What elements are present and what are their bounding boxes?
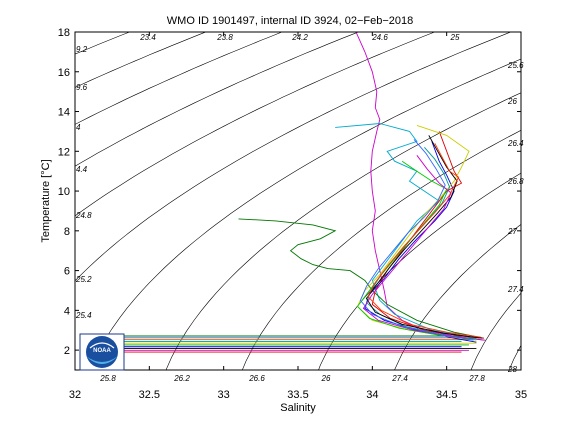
x-tick-label: 33.5 [287, 389, 308, 401]
y-axis-ticks: 2 4 6 8 10 12 14 16 18 [58, 27, 521, 357]
contour-label-left: 9.2 [76, 45, 88, 54]
contour-label-top: 23.4 [139, 33, 156, 42]
density-contour-line [75, 32, 207, 88]
x-tick-label: 32.5 [139, 389, 160, 401]
contour-label-right: 26.4 [507, 139, 524, 148]
y-tick-label: 18 [58, 27, 70, 39]
contour-label-left: 25.4 [75, 311, 92, 320]
chart-title: WMO ID 1901497, internal ID 3924, 02−Feb… [167, 15, 413, 27]
y-tick-label: 12 [58, 146, 70, 158]
x-axis-ticks: 32 32.5 33 33.5 34 34.5 35 [69, 32, 527, 401]
y-tick-label: 4 [64, 305, 70, 317]
y-tick-label: 6 [64, 266, 70, 278]
x-tick-label: 34.5 [436, 389, 457, 401]
y-tick-label: 8 [64, 226, 70, 238]
contour-label-right: 26 [507, 97, 517, 106]
contour-label-top: 24.6 [371, 33, 388, 42]
contour-label-left: 9.6 [76, 83, 88, 92]
contour-label-top: 23.8 [216, 33, 233, 42]
x-tick-label: 33 [218, 389, 230, 401]
noaa-logo-text: NOAA [93, 348, 111, 354]
density-contour-line [165, 92, 521, 370]
contour-label-bottom: 27.8 [468, 374, 485, 383]
contour-label-left: 24.8 [75, 211, 92, 220]
contour-label-left: 25.2 [75, 275, 92, 284]
profile-series-line [367, 143, 481, 338]
y-axis-label: Temperature [°C] [40, 159, 52, 242]
contour-label-right: 26.8 [507, 177, 524, 186]
noaa-logo: NOAA [79, 333, 125, 371]
contour-label-bottom: 26.2 [173, 374, 190, 383]
contour-label-right: 27.4 [507, 285, 524, 294]
profile-series-line [362, 155, 486, 341]
y-tick-label: 2 [64, 345, 70, 357]
y-tick-label: 10 [58, 186, 70, 198]
density-contour-line [394, 224, 521, 370]
contour-label-bottom: 26 [321, 374, 331, 383]
density-contour-line [470, 292, 521, 370]
profile-series-line [359, 139, 477, 340]
profile-series-line [335, 123, 477, 339]
profile-series [82, 32, 486, 353]
noaa-logo-icon [86, 336, 118, 368]
x-tick-label: 34 [366, 389, 378, 401]
contour-label-bottom: 25.8 [99, 374, 116, 383]
y-tick-label: 14 [58, 107, 70, 119]
profile-series-line [355, 32, 484, 341]
density-contour-line [75, 32, 436, 217]
contour-label-left: 4 [76, 123, 81, 132]
density-contour-line [89, 58, 521, 370]
density-contour-line [75, 32, 131, 55]
contour-label-bottom: 27.4 [391, 374, 408, 383]
plot-area [75, 32, 521, 370]
y-tick-label: 16 [58, 67, 70, 79]
contour-label-top: 24.2 [291, 33, 308, 42]
density-contour-line [75, 32, 360, 167]
x-tick-label: 32 [69, 389, 81, 401]
contour-labels: 23.4 23.8 24.2 24.6 2525.62626.426.82727.428… [75, 33, 524, 383]
profile-series-line [238, 218, 484, 339]
contour-label-left: 4.4 [76, 165, 88, 174]
density-contour-line [75, 32, 283, 125]
contour-label-top: 25 [450, 33, 460, 42]
density-contour-line [508, 344, 521, 370]
x-axis-label: Salinity [280, 402, 316, 414]
contour-label-right: 25.6 [507, 61, 524, 70]
contour-label-bottom: 26.6 [248, 374, 265, 383]
profile-series-line [356, 160, 480, 340]
x-tick-label: 35 [515, 389, 527, 401]
contour-label-right: 27 [507, 227, 517, 236]
